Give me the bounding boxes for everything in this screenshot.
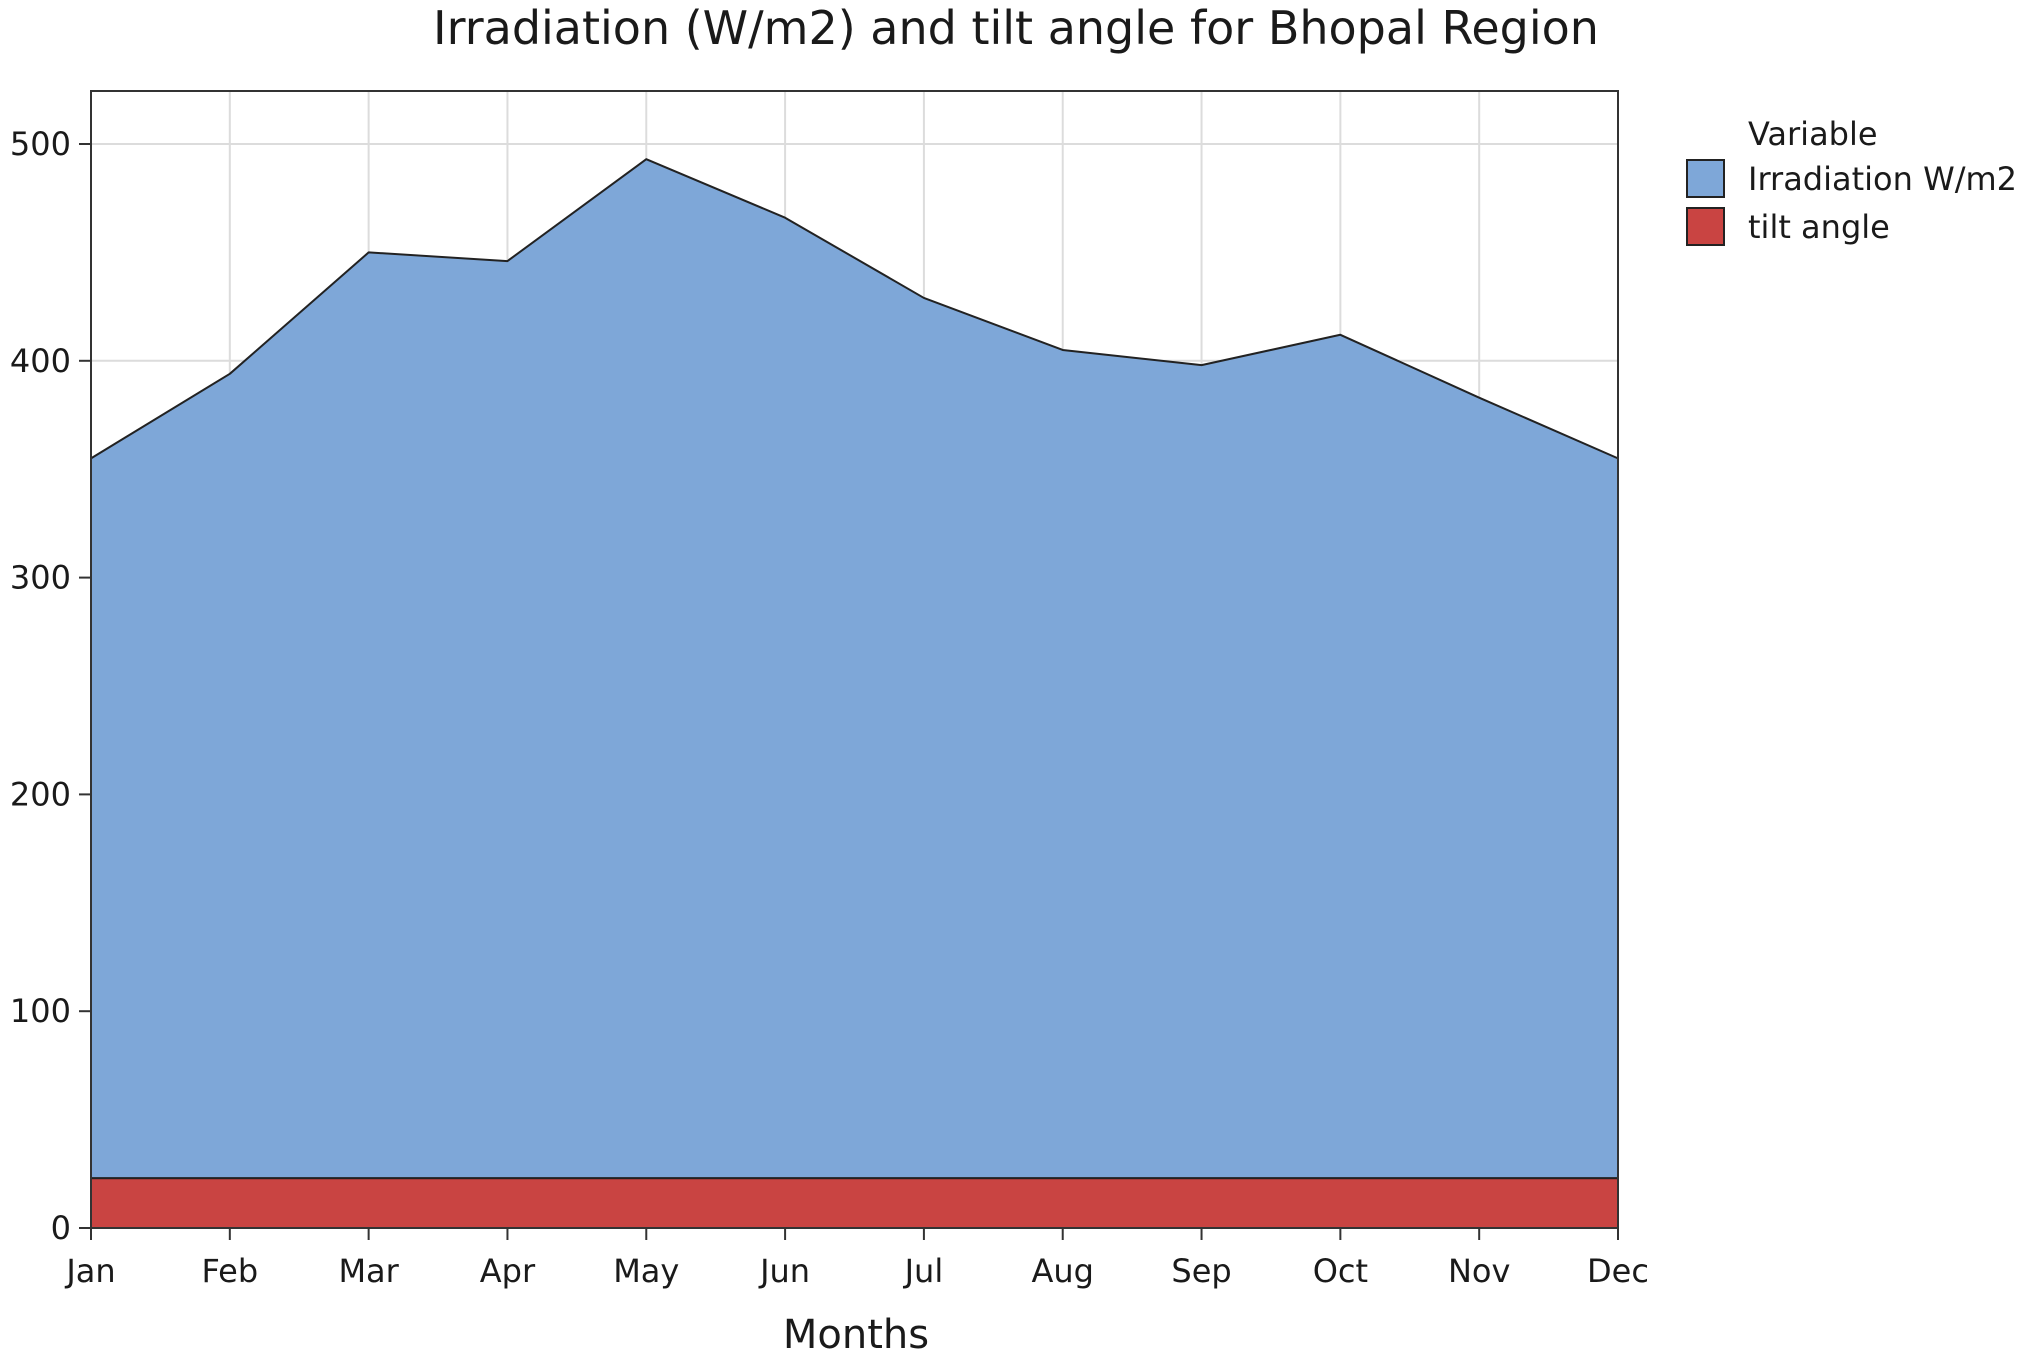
- area-tilt-angle: [90, 1177, 1619, 1229]
- legend-swatch-tilt-angle: [1686, 207, 1725, 246]
- y-tick-label-400: 400: [10, 342, 71, 380]
- x-tick-label-jul: Jul: [903, 1252, 944, 1290]
- y-tick-label-100: 100: [10, 992, 71, 1030]
- x-tick-label-mar: Mar: [338, 1252, 399, 1290]
- plot-frame: [90, 90, 1619, 1229]
- legend-item-tilt-angle: tilt angle: [1686, 207, 1890, 246]
- legend-swatch-irradiation-w-m2: [1686, 159, 1725, 198]
- y-tick-label-200: 200: [10, 775, 71, 813]
- x-tick-label-feb: Feb: [201, 1252, 258, 1290]
- x-axis-label: Months: [783, 1312, 929, 1358]
- axes: 0 100 200 300 400 500 Jan Feb Mar Apr May Jun Jul Aug…: [10, 125, 1649, 1290]
- legend: Variable Irradiation W/m2 tilt angle: [1686, 115, 2017, 246]
- legend-label-tilt-angle: tilt angle: [1748, 208, 1890, 246]
- y-tick-label-500: 500: [10, 125, 71, 163]
- legend-label-irradiation-w-m2: Irradiation W/m2: [1748, 160, 2017, 198]
- x-tick-label-jun: Jun: [758, 1252, 810, 1290]
- x-tick-label-jan: Jan: [64, 1252, 115, 1290]
- y-tick-label-300: 300: [10, 559, 71, 597]
- x-tick-label-apr: Apr: [480, 1252, 536, 1290]
- x-tick-label-dec: Dec: [1587, 1252, 1649, 1290]
- x-tick-label-nov: Nov: [1448, 1252, 1510, 1290]
- x-tick-label-oct: Oct: [1313, 1252, 1368, 1290]
- y-tick-label-0: 0: [51, 1209, 71, 1247]
- x-tick-label-aug: Aug: [1031, 1252, 1093, 1290]
- chart-title: Irradiation (W/m2) and tilt angle for Bh…: [433, 1, 1599, 55]
- x-tick-label-may: May: [613, 1252, 679, 1290]
- x-tick-label-sep: Sep: [1171, 1252, 1231, 1290]
- legend-item-irradiation-w-m2: Irradiation W/m2: [1686, 159, 2017, 198]
- legend-title: Variable: [1748, 115, 1878, 153]
